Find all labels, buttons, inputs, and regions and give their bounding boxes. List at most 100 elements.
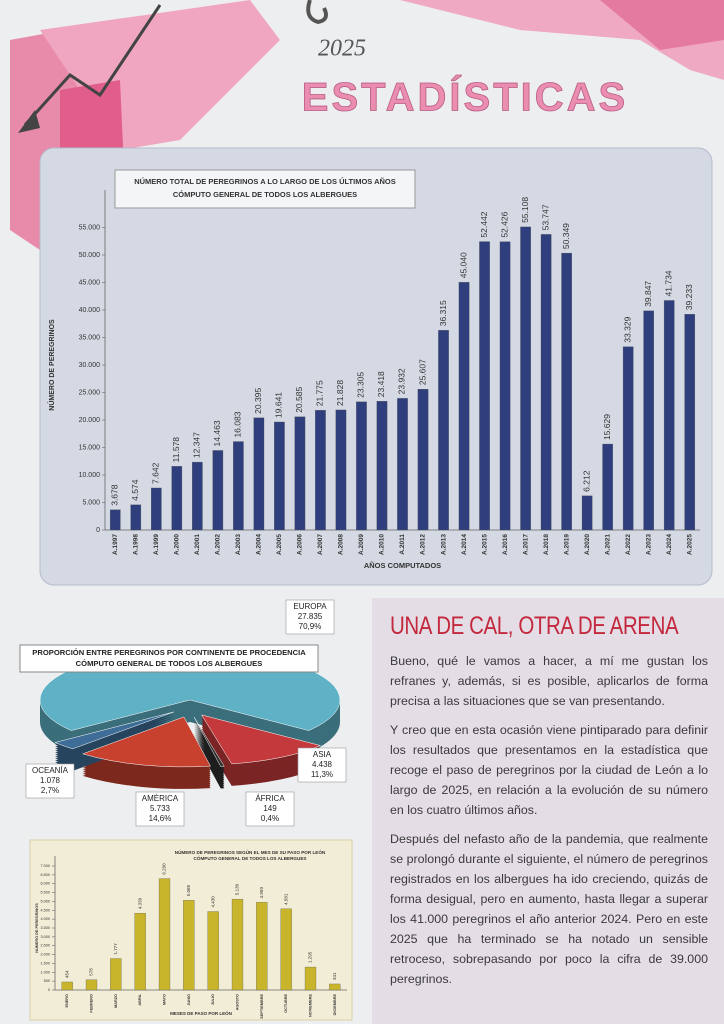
chart-title-box [114,169,416,209]
chart-title: NÚMERO DE PEREGRINOS SEGÚN EL MES DE SU … [175,848,326,855]
value-label: 23.305 [356,372,366,398]
x-tick-label: OCTUBRE [284,994,288,1013]
x-tick-label: A.2001 [194,534,201,555]
pie-slice [193,717,225,767]
value-label: 5.068 [186,884,191,896]
y-tick-label: 7.000 [40,864,50,868]
bar [581,495,593,531]
bar [458,282,470,531]
label-box [245,791,295,827]
y-tick-label: 500 [44,979,50,983]
y-tick-label: 1.500 [40,961,50,965]
pink-block [600,0,724,50]
y-tick-label: 2.500 [40,944,50,948]
x-tick-label: FEBRERO [90,994,94,1013]
value-label: 5.130 [235,883,240,895]
x-tick-label: A.2010 [379,534,386,555]
value-label: 39.847 [643,281,653,307]
bar [183,900,195,991]
bar [479,241,490,531]
chart-subtitle: CÓMPUTO GENERAL DE TODOS LOS ALBERGUES [173,190,357,199]
bar [253,417,265,531]
slice-percent: 0,4% [261,814,279,823]
bar [356,401,367,531]
value-label: 7.642 [151,462,161,484]
bar [335,409,347,531]
value-label: 36.315 [438,300,448,326]
slice-percent: 11,3% [311,770,333,779]
value-label: 341 [332,972,337,980]
x-tick-label: NOVIEMBRE [309,994,313,1017]
pie-slice [54,711,174,750]
bar [256,902,268,991]
x-axis-label: MESES DE PASO POR LEÓN [170,1009,232,1016]
bar [294,416,306,531]
bar [231,898,244,991]
x-tick-label: A.2015 [481,534,488,555]
y-tick-label: 15.000 [79,444,101,451]
bar [192,461,203,531]
y-tick-label: 2.000 [40,953,50,957]
label-box [25,763,75,799]
value-label: 25.607 [417,359,427,385]
y-tick-label: 50.000 [79,252,101,259]
slice-percent: 14,6% [149,814,172,823]
x-tick-label: A.1998 [132,534,139,555]
x-tick-label: A.2023 [645,534,652,555]
y-tick-label: 1.000 [40,970,50,974]
x-axis-label: AÑOS COMPUTADOS [364,561,441,570]
bar [134,912,146,991]
y-tick-label: 5.500 [40,891,50,895]
y-tick-label: 30.000 [79,362,101,369]
bar [417,389,429,531]
bar [329,983,341,991]
x-tick-label: A.2014 [461,534,468,555]
x-tick-label: ABRIL [138,993,142,1005]
value-label: 20.395 [253,388,263,414]
bar [499,241,511,531]
x-tick-label: A.2008 [338,534,345,555]
article-paragraph: Bueno, qué le vamos a hacer, a mí me gus… [390,654,708,708]
pie-slice [81,716,211,768]
bar [151,487,162,531]
x-tick-label: A.2016 [502,534,509,555]
value-label: 16.083 [233,411,243,437]
y-tick-label: 25.000 [79,389,101,396]
chart-title: NÚMERO TOTAL DE PEREGRINOS A LO LARGO DE… [134,177,396,186]
slice-count: 5.733 [150,804,171,813]
bar [561,252,572,531]
value-label: 23.932 [397,368,407,394]
y-tick-label: 6.000 [40,882,50,886]
slice-count: 149 [263,804,277,813]
value-label: 1.295 [308,951,313,963]
y-axis-label: NÚMERO DE PEREGRINOS [34,903,39,953]
bar [643,310,654,531]
bar [684,314,696,531]
header-title: ESTADÍSTICAS [302,75,628,120]
bar [207,911,219,991]
value-label: 23.418 [376,371,386,397]
slice-name: EUROPA [293,602,327,611]
chart-subtitle: CÓMPUTO GENERAL DE TODOS LOS ALBERGUES [194,854,307,861]
y-tick-label: 45.000 [79,279,101,286]
value-label: 14.463 [212,420,222,446]
x-tick-label: DICIEMBRE [333,994,337,1016]
x-tick-label: AGOSTO [236,994,240,1010]
bar [315,410,326,531]
trend-arrow [23,4,162,127]
y-tick-label: 10.000 [79,472,101,479]
value-label: 41.734 [663,270,673,296]
pie-slice [201,714,322,765]
x-tick-label: JULIO [211,994,215,1005]
continent-chart: PROPORCIÓN ENTRE PEREGRINOS POR CONTINEN… [19,599,347,827]
value-label: 50.349 [561,223,571,249]
bar [85,979,98,991]
value-label: 454 [64,970,69,978]
header-year: 2025 [318,36,366,62]
ornament [306,0,328,25]
slice-name: OCEANÍA [32,766,69,775]
x-tick-label: A.2002 [215,534,222,555]
label-box [135,791,185,827]
